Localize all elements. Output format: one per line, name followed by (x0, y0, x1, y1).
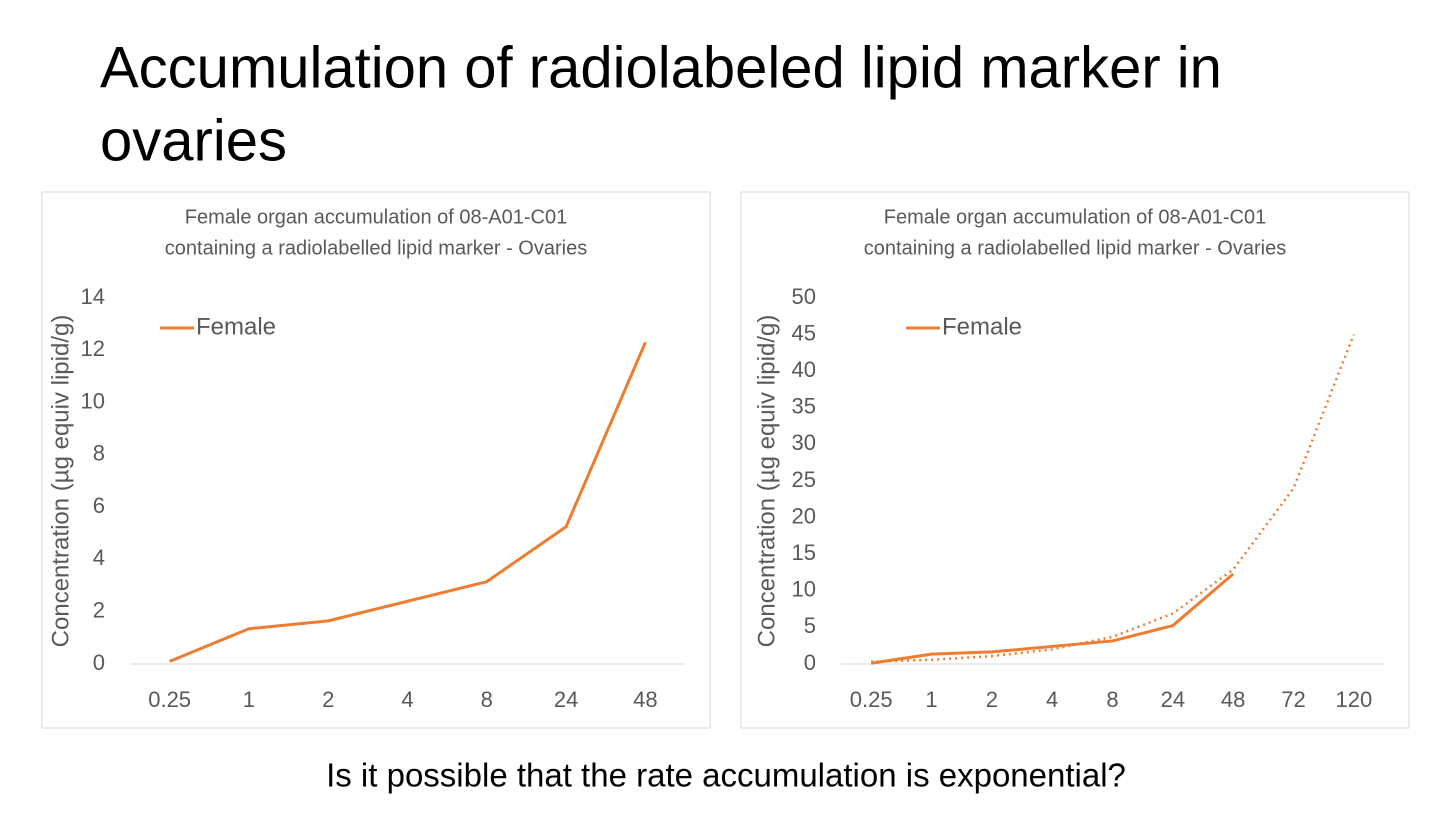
series-line (870, 572, 1235, 665)
x-tick-label: 2 (322, 687, 334, 712)
x-tick-label: 0.25 (850, 687, 893, 712)
y-tick-label: 45 (792, 320, 816, 345)
y-tick-label: 25 (792, 467, 816, 492)
slide-title: Accumulation of radiolabeled lipid marke… (100, 35, 1222, 100)
x-tick-label: 2 (986, 687, 998, 712)
question: Is it possible that the rate accumulatio… (326, 757, 1126, 794)
x-tick-label: 0.25 (148, 687, 191, 712)
y-tick-label: 2 (93, 598, 105, 623)
x-tick-label: 1 (925, 687, 937, 712)
x-tick-label: 120 (1335, 687, 1372, 712)
chart-title: containing a radiolabelled lipid marker … (165, 237, 587, 259)
y-tick-label: 35 (792, 394, 816, 419)
y-tick-label: 15 (792, 540, 816, 565)
y-tick-label: 6 (93, 493, 105, 518)
x-tick-label: 48 (1221, 687, 1245, 712)
legend-label: Female (942, 313, 1022, 340)
y-tick-label: 8 (93, 441, 105, 466)
chart-title: Female organ accumulation of 08-A01-C01 (884, 206, 1266, 228)
y-tick-label: 5 (804, 613, 816, 638)
chart-title: Female organ accumulation of 08-A01-C01 (185, 206, 567, 228)
chart-frame (740, 191, 1410, 729)
y-tick-label: 20 (792, 503, 816, 528)
y-tick-label: 14 (81, 284, 105, 309)
y-tick-label: 4 (93, 545, 105, 570)
y-tick-label: 40 (792, 357, 816, 382)
y-tick-label: 0 (93, 650, 105, 675)
y-axis-label: Concentration (µg equiv lipid/g) (47, 315, 74, 648)
legend-label: Female (196, 313, 276, 340)
x-tick-label: 48 (633, 687, 657, 712)
y-tick-label: 10 (81, 388, 105, 413)
x-tick-label: 72 (1281, 687, 1305, 712)
x-tick-label: 8 (481, 687, 493, 712)
chart-frame (41, 191, 711, 729)
y-tick-label: 12 (81, 336, 105, 361)
x-tick-label: 1 (243, 687, 255, 712)
y-tick-label: 0 (804, 650, 816, 675)
series-line (169, 341, 647, 663)
y-tick-label: 50 (792, 284, 816, 309)
x-tick-label: 24 (554, 687, 578, 712)
x-tick-label: 8 (1106, 687, 1118, 712)
slide-title: ovaries (100, 108, 287, 173)
x-tick-label: 24 (1161, 687, 1185, 712)
y-tick-label: 30 (792, 430, 816, 455)
chart-title: containing a radiolabelled lipid marker … (864, 237, 1286, 259)
x-tick-label: 4 (401, 687, 413, 712)
x-tick-label: 4 (1046, 687, 1058, 712)
y-tick-label: 10 (792, 577, 816, 602)
y-axis-label: Concentration (µg equiv lipid/g) (753, 315, 780, 648)
